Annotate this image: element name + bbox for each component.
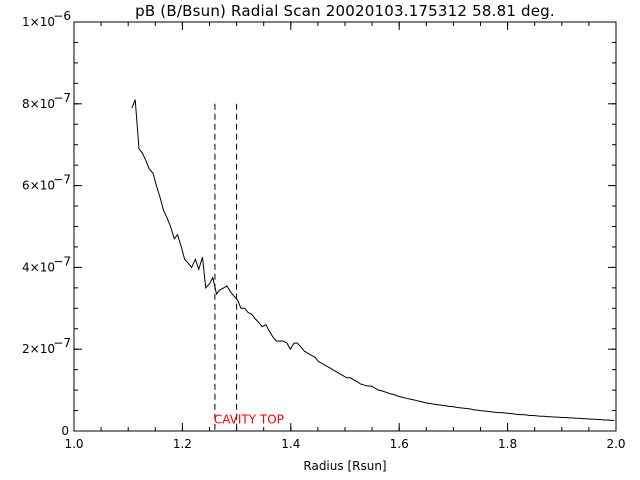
- x-tick-label: 1.6: [390, 437, 409, 451]
- annotations: CAVITY TOP: [214, 413, 284, 427]
- series-layer: [131, 99, 615, 421]
- y-tick-label: 2×10: [22, 342, 55, 356]
- pb-radial-profile-line: [131, 99, 615, 421]
- y-tick-exponent: −7: [53, 173, 71, 187]
- y-tick-label: 4×10: [22, 260, 55, 274]
- cavity-markers: [214, 103, 238, 431]
- y-tick-exponent: −6: [53, 9, 71, 23]
- cavity-top-label: CAVITY TOP: [214, 413, 284, 427]
- y-tick-label: 8×10: [22, 97, 55, 111]
- y-tick-exponent: −7: [53, 336, 71, 350]
- x-tick-label: 2.0: [606, 437, 625, 451]
- x-tick-label: 1.2: [173, 437, 192, 451]
- axis-ticks: 1.0 1.2 1.4 1.6 1.8 2.00−72×10−74×10−76×10−78…: [22, 9, 626, 451]
- x-tick-label: 1.8: [498, 437, 517, 451]
- y-tick-label: 1×10: [22, 15, 55, 29]
- y-tick-label: 0: [61, 424, 69, 438]
- x-tick-label: 1.0: [64, 437, 83, 451]
- x-tick-label: 1.4: [281, 437, 300, 451]
- y-tick-exponent: −7: [53, 91, 71, 105]
- y-tick-exponent: −7: [53, 254, 71, 268]
- y-tick-label: 6×10: [22, 179, 55, 193]
- chart-title: pB (B/Bsun) Radial Scan 20020103.175312 …: [135, 2, 555, 20]
- x-axis-label: Radius [Rsun]: [303, 459, 386, 473]
